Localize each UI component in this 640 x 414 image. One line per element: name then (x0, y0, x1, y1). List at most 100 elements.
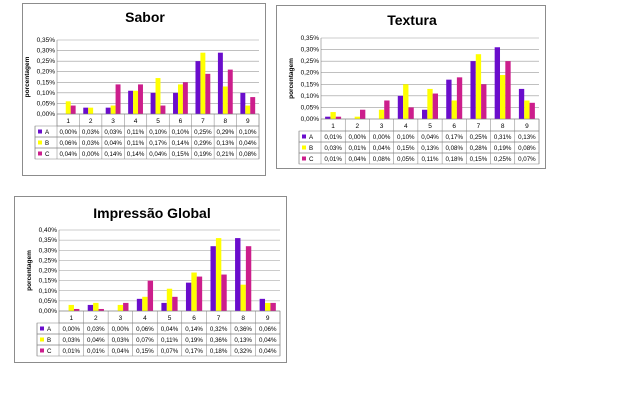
data-label-B-7: 0,28% (470, 145, 488, 152)
y-tick-label: 0,35% (39, 237, 58, 244)
bar-B-7 (200, 52, 206, 114)
data-label-A-4: 0,11% (127, 129, 145, 136)
bar-B-5 (427, 88, 433, 119)
data-label-B-1: 0,03% (63, 337, 81, 344)
bar-A-7 (210, 246, 216, 311)
x-tick-label: 9 (525, 123, 529, 130)
bar-C-5 (172, 296, 178, 311)
data-label-C-5: 0,07% (161, 348, 179, 355)
data-label-C-1: 0,04% (59, 151, 77, 158)
x-tick-label: 4 (404, 123, 408, 130)
x-tick-label: 9 (246, 118, 250, 125)
data-label-B-5: 0,11% (161, 337, 179, 344)
bar-C-4 (147, 280, 154, 311)
bar-A-5 (161, 302, 167, 311)
bar-B-6 (451, 100, 457, 119)
y-tick-label: 0,30% (39, 247, 58, 254)
data-label-C-5: 0,11% (421, 156, 439, 163)
y-tick-label: 0,15% (39, 278, 58, 285)
data-label-B-1: 0,03% (324, 145, 342, 152)
y-tick-label: 0,15% (37, 79, 56, 86)
data-label-C-6: 0,18% (445, 156, 463, 163)
data-label-B-1: 0,06% (59, 140, 77, 147)
data-label-C-2: 0,01% (87, 348, 105, 355)
data-label-A-5: 0,10% (149, 129, 167, 136)
data-label-A-2: 0,03% (87, 326, 105, 333)
x-tick-label: 6 (192, 315, 196, 322)
y-tick-label: 0,35% (301, 35, 320, 42)
bar-A-7 (195, 61, 201, 114)
data-label-B-9: 0,08% (518, 145, 536, 152)
data-label-C-4: 0,15% (136, 348, 154, 355)
bar-B-4 (403, 84, 409, 119)
chart-title-sabor: Sabor (125, 9, 165, 25)
bar-A-8 (235, 238, 241, 311)
y-tick-label: 0,10% (39, 288, 58, 295)
bar-B-2 (93, 302, 99, 311)
x-tick-label: 8 (224, 118, 228, 125)
chart-svg-textura: Textura 0,00% 0,05% 0,10% 0,15% 0,20% 0,25% 0,3… (288, 12, 540, 165)
x-tick-label: 9 (266, 315, 270, 322)
data-label-B-6: 0,08% (445, 145, 463, 152)
bar-B-4 (133, 90, 139, 114)
x-tick-label: 7 (217, 315, 221, 322)
data-label-B-6: 0,19% (185, 337, 203, 344)
bar-A-1 (325, 116, 331, 119)
x-tick-label: 6 (179, 118, 183, 125)
legend-key-B (38, 140, 42, 145)
y-axis-title: porcentagem (288, 58, 295, 99)
bar-C-3 (384, 100, 390, 119)
y-axis-title: porcentagem (24, 56, 31, 97)
data-label-A-8: 0,31% (494, 134, 512, 141)
data-label-A-9: 0,10% (239, 129, 257, 136)
bar-C-6 (456, 77, 463, 119)
bar-A-9 (240, 92, 246, 114)
bar-A-3 (105, 107, 111, 114)
data-label-B-7: 0,36% (210, 337, 228, 344)
data-label-A-2: 0,03% (82, 129, 100, 136)
data-label-B-8: 0,13% (217, 140, 235, 147)
bar-C-7 (481, 84, 487, 119)
data-label-C-9: 0,08% (239, 151, 257, 158)
chart-panel-textura: Textura 0,00% 0,05% 0,10% 0,15% 0,20% 0,25% 0,3… (276, 5, 546, 169)
data-label-C-1: 0,01% (324, 156, 342, 163)
bar-C-6 (196, 276, 203, 311)
data-label-B-7: 0,29% (194, 140, 212, 147)
chart-svg-impressao-global: Impressão Global 0,00% 0,05% 0,10% 0,15% 0,20… (26, 205, 281, 357)
bar-A-4 (128, 90, 134, 114)
y-tick-label: 0,25% (37, 58, 56, 65)
y-tick-label: 0,25% (39, 257, 58, 264)
x-tick-label: 2 (356, 123, 360, 130)
data-label-B-5: 0,13% (421, 145, 439, 152)
bar-A-6 (185, 282, 192, 311)
data-label-C-5: 0,04% (149, 151, 167, 158)
data-label-A-3: 0,03% (104, 129, 122, 136)
x-tick-label: 5 (428, 123, 432, 130)
bar-C-5 (432, 93, 438, 119)
y-tick-label: 0,10% (301, 93, 320, 100)
data-label-C-8: 0,32% (234, 348, 252, 355)
data-label-A-7: 0,25% (470, 134, 488, 141)
y-tick-label: 0,20% (37, 69, 56, 76)
y-tick-label: 0,10% (37, 90, 56, 97)
data-label-B-2: 0,01% (349, 145, 367, 152)
y-tick-label: 0,05% (37, 100, 56, 107)
x-tick-label: 1 (331, 123, 335, 130)
bar-B-4 (142, 296, 148, 311)
bar-C-2 (359, 109, 366, 119)
bar-A-5 (150, 92, 156, 114)
bar-B-8 (240, 284, 246, 311)
x-tick-label: 5 (168, 315, 172, 322)
data-label-B-9: 0,04% (259, 337, 277, 344)
y-tick-label: 0,25% (301, 58, 320, 65)
data-label-B-4: 0,15% (397, 145, 415, 152)
data-label-A-1: 0,00% (59, 129, 77, 136)
data-label-A-4: 0,06% (136, 326, 154, 333)
data-label-A-1: 0,00% (63, 326, 81, 333)
y-tick-label: 0,40% (39, 227, 58, 234)
bar-B-8 (222, 86, 228, 114)
legend-label-C: C (309, 156, 314, 163)
x-tick-label: 5 (156, 118, 160, 125)
bar-C-8 (245, 246, 252, 311)
data-label-C-7: 0,19% (194, 151, 212, 158)
